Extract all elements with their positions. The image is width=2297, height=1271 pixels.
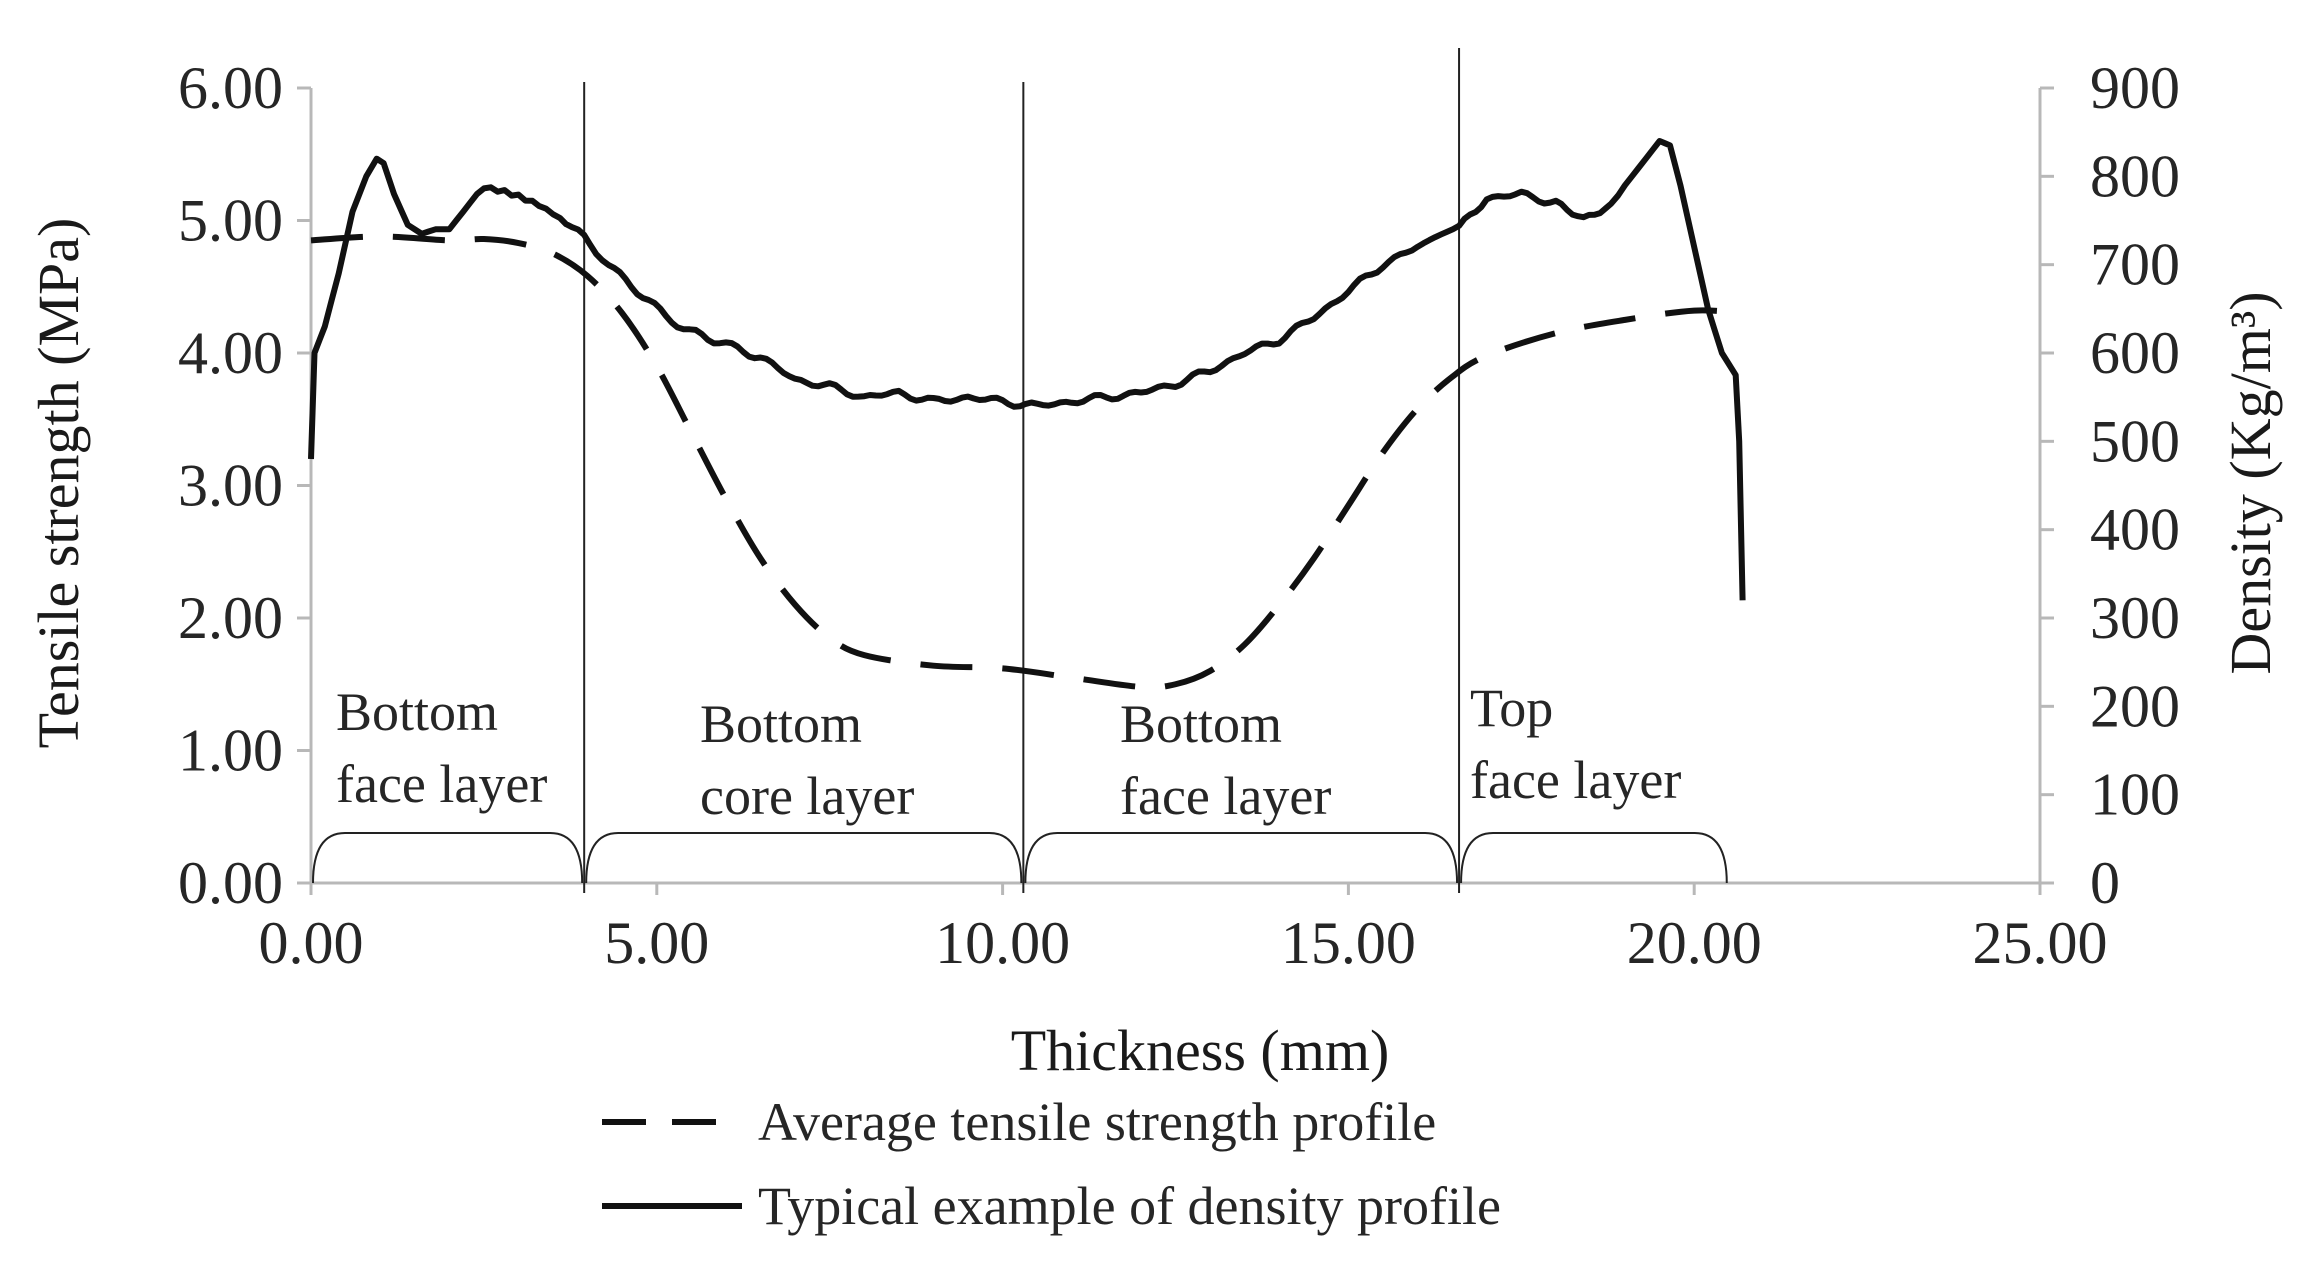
x-axis-title: Thickness (mm) <box>1011 1018 1390 1083</box>
layer-boundaries <box>583 48 1461 893</box>
series <box>308 138 1746 691</box>
x-tick-label: 0.00 <box>259 910 364 976</box>
legend-label-density: Typical example of density profile <box>758 1176 1501 1236</box>
y-right-tick-label: 800 <box>2090 143 2180 209</box>
x-tick-label: 20.00 <box>1627 910 1762 976</box>
y-right-tick-label: 300 <box>2090 585 2180 651</box>
x-tick-label: 25.00 <box>1973 910 2108 976</box>
y-right-tick-label: 400 <box>2090 497 2180 563</box>
y-right-tick-label: 600 <box>2090 320 2180 386</box>
layer-label-line2: face layer <box>1470 750 1681 810</box>
layer-label-line2: face layer <box>336 754 547 814</box>
y-axis-right-title: Density (Kg/m³) <box>2218 291 2283 674</box>
legend: Average tensile strength profile Typical… <box>602 1092 1501 1236</box>
series-tensile-strength <box>310 233 1743 691</box>
x-tick-label: 5.00 <box>604 910 709 976</box>
y-right-tick-label: 200 <box>2090 673 2180 739</box>
y-axis-left-title: Tensile strength (MPa) <box>26 218 91 749</box>
layer-label-line1: Bottom <box>700 694 862 754</box>
y-left-tick-label: 2.00 <box>178 585 283 651</box>
y-right-tick-label: 500 <box>2090 408 2180 474</box>
layer-label-line2: face layer <box>1120 766 1331 826</box>
layer-brace <box>585 832 1023 884</box>
layer-label-line1: Top <box>1470 678 1553 738</box>
y-left-tick-label: 5.00 <box>178 188 283 254</box>
x-tick-label: 10.00 <box>935 910 1070 976</box>
layer-brace <box>1460 832 1728 884</box>
x-tick-label: 15.00 <box>1281 910 1416 976</box>
legend-label-tensile: Average tensile strength profile <box>758 1092 1436 1152</box>
y-left-tick-label: 4.00 <box>178 320 283 386</box>
layer-label-line1: Bottom <box>336 682 498 742</box>
layer-labels: Bottom face layer Bottom core layer Bottom fa… <box>336 678 1681 826</box>
layer-label-line2: core layer <box>700 766 914 826</box>
y-right-tick-label: 700 <box>2090 232 2180 298</box>
layer-brace <box>312 832 584 884</box>
y-right-tick-label: 0 <box>2090 850 2120 916</box>
y-right-tick-label: 100 <box>2090 762 2180 828</box>
y-left-tick-label: 1.00 <box>178 718 283 784</box>
y-left-tick-label: 6.00 <box>178 55 283 121</box>
y-left-tick-label: 0.00 <box>178 850 283 916</box>
layer-label-line1: Bottom <box>1120 694 1282 754</box>
ticks: 0.00 5.00 10.00 15.00 20.00 25.00 0.00 1.00 2.00… <box>178 55 2180 976</box>
y-left-tick-label: 3.00 <box>178 453 283 519</box>
layer-brace <box>1024 832 1459 884</box>
layer-braces <box>312 832 1728 884</box>
series-density <box>308 138 1746 601</box>
y-right-tick-label: 900 <box>2090 55 2180 121</box>
